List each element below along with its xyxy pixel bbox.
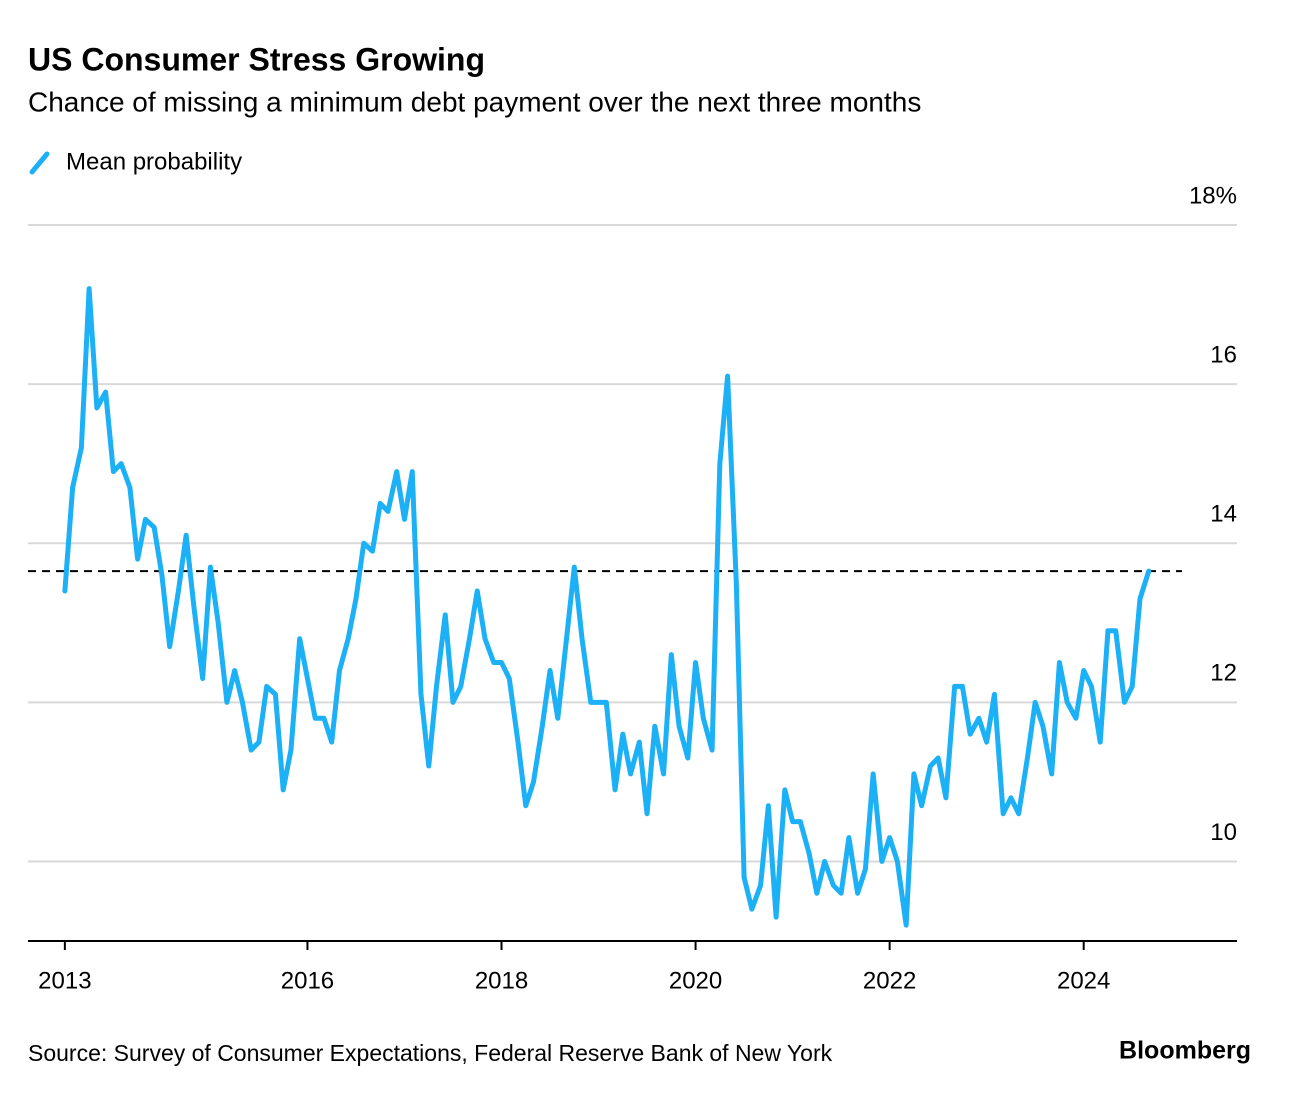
brand-logo: Bloomberg: [1119, 1037, 1251, 1065]
y-tick-label: 12: [1210, 660, 1237, 687]
x-tick-label: 2018: [475, 967, 528, 994]
y-tick-label: 10: [1210, 819, 1237, 846]
y-tick-label: 16: [1210, 341, 1237, 368]
legend-label: Mean probability: [66, 148, 242, 175]
x-tick-label: 2024: [1057, 967, 1110, 994]
data-line: [62, 286, 1152, 928]
legend-swatch: [29, 151, 50, 175]
x-tick-label: 2016: [281, 967, 334, 994]
plot-area: [28, 286, 1182, 928]
x-tick-label: 2022: [863, 967, 916, 994]
x-tick-label: 2013: [38, 967, 91, 994]
y-tick-label: 18%: [1189, 182, 1237, 209]
y-tick-label: 14: [1210, 501, 1237, 528]
source-note: Source: Survey of Consumer Expectations,…: [28, 1040, 833, 1066]
chart-title: US Consumer Stress Growing: [28, 41, 485, 77]
chart-subtitle: Chance of missing a minimum debt payment…: [28, 86, 921, 117]
grid: [28, 224, 1237, 950]
x-tick-label: 2020: [669, 967, 722, 994]
